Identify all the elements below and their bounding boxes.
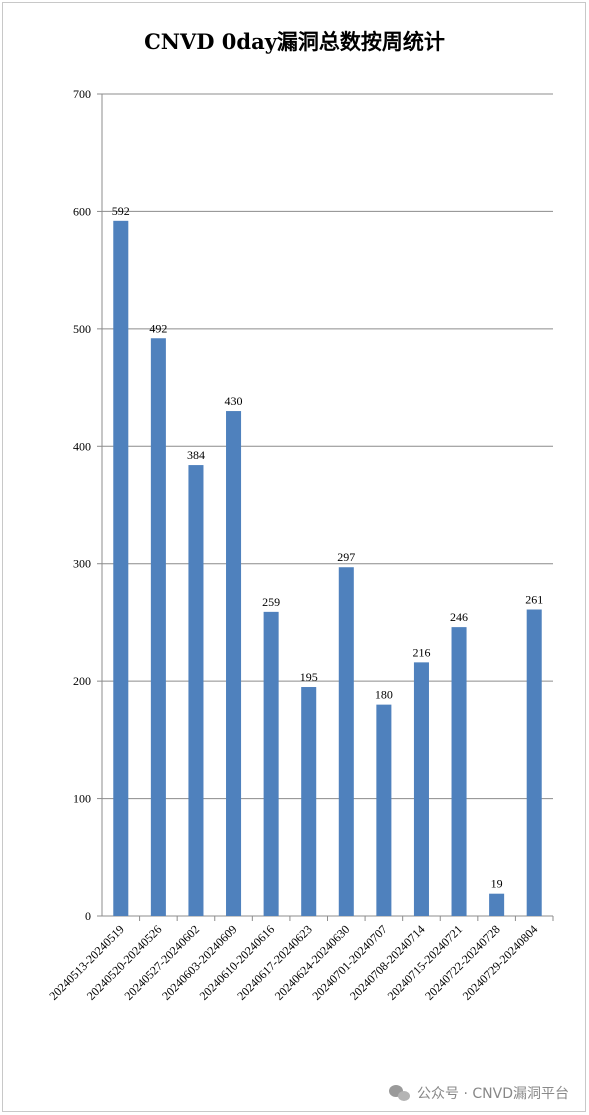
bar — [451, 627, 467, 916]
y-tick-label: 100 — [73, 792, 91, 806]
bar — [489, 893, 505, 916]
data-label: 430 — [225, 394, 243, 408]
watermark-text: 公众号 · CNVD漏洞平台 — [417, 1086, 569, 1102]
bar — [113, 220, 129, 916]
data-label: 195 — [300, 670, 318, 684]
y-tick-label: 600 — [73, 204, 91, 218]
y-tick-labels: 0 100 200 300 400 500 600 700 — [73, 87, 91, 923]
y-tick-label: 500 — [73, 322, 91, 336]
y-tick-label: 0 — [85, 909, 91, 923]
data-label: 492 — [149, 321, 167, 335]
chart-title: CNVD 0day漏洞总数按周统计 — [144, 29, 445, 54]
data-label: 261 — [525, 593, 543, 607]
data-label: 384 — [187, 448, 205, 462]
bars — [113, 220, 542, 916]
x-tick-labels: 20240513-2024051920240520-20240526202405… — [46, 922, 540, 1003]
data-label: 216 — [412, 645, 430, 659]
bar — [226, 411, 242, 916]
bar — [150, 338, 166, 916]
y-tick-label: 400 — [73, 439, 91, 453]
bar — [338, 567, 354, 916]
gridlines — [102, 93, 553, 800]
wechat-icon — [389, 1084, 411, 1102]
data-label: 259 — [262, 595, 280, 609]
bar — [413, 662, 429, 916]
data-label: 592 — [112, 204, 130, 218]
y-tick-label: 700 — [73, 87, 91, 101]
data-label: 19 — [491, 877, 503, 891]
bar — [263, 611, 279, 916]
data-label: 246 — [450, 610, 468, 624]
watermark: 公众号 · CNVD漏洞平台 — [389, 1083, 569, 1103]
bar — [526, 609, 542, 916]
y-tick-label: 300 — [73, 557, 91, 571]
bar — [188, 465, 204, 916]
data-labels: 592 492 384 430 259 195 297 180 216 246 19 261 — [112, 204, 543, 891]
bar — [376, 704, 392, 916]
data-label: 180 — [375, 688, 393, 702]
axes — [97, 93, 554, 921]
bar — [301, 687, 317, 916]
data-label: 297 — [337, 550, 355, 564]
y-tick-label: 200 — [73, 674, 91, 688]
